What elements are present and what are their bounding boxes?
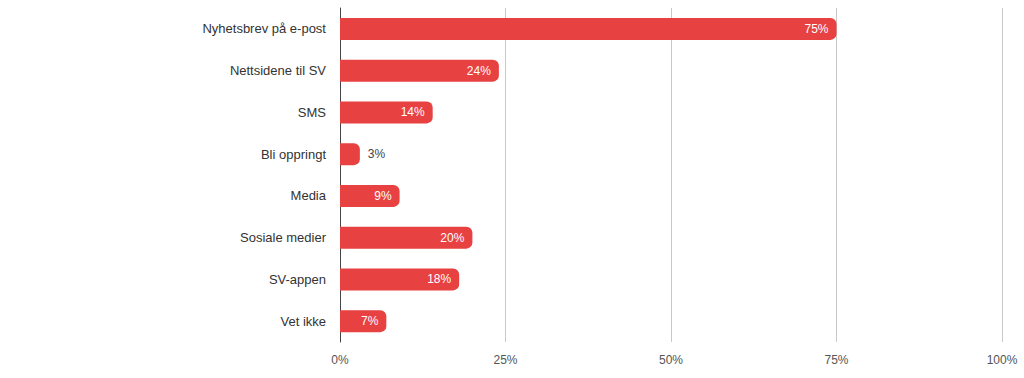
svg-text:18%: 18%: [427, 272, 451, 286]
svg-text:75%: 75%: [804, 22, 828, 36]
svg-text:14%: 14%: [401, 105, 425, 119]
svg-text:3%: 3%: [368, 147, 386, 161]
svg-text:7%: 7%: [361, 314, 379, 328]
svg-text:75%: 75%: [824, 353, 848, 367]
svg-text:Bli oppringt: Bli oppringt: [261, 147, 326, 162]
svg-text:SV-appen: SV-appen: [269, 272, 326, 287]
svg-text:Nyhetsbrev på e-post: Nyhetsbrev på e-post: [202, 21, 326, 36]
svg-text:Nettsidene til SV: Nettsidene til SV: [230, 63, 326, 78]
svg-text:0%: 0%: [331, 353, 349, 367]
svg-text:Media: Media: [291, 188, 327, 203]
svg-text:25%: 25%: [493, 353, 517, 367]
svg-text:100%: 100%: [987, 353, 1018, 367]
svg-text:9%: 9%: [374, 189, 392, 203]
svg-text:Sosiale medier: Sosiale medier: [240, 230, 327, 245]
svg-text:50%: 50%: [659, 353, 683, 367]
svg-text:Vet ikke: Vet ikke: [280, 314, 326, 329]
svg-text:SMS: SMS: [298, 105, 327, 120]
svg-text:20%: 20%: [440, 231, 464, 245]
svg-text:24%: 24%: [467, 64, 491, 78]
